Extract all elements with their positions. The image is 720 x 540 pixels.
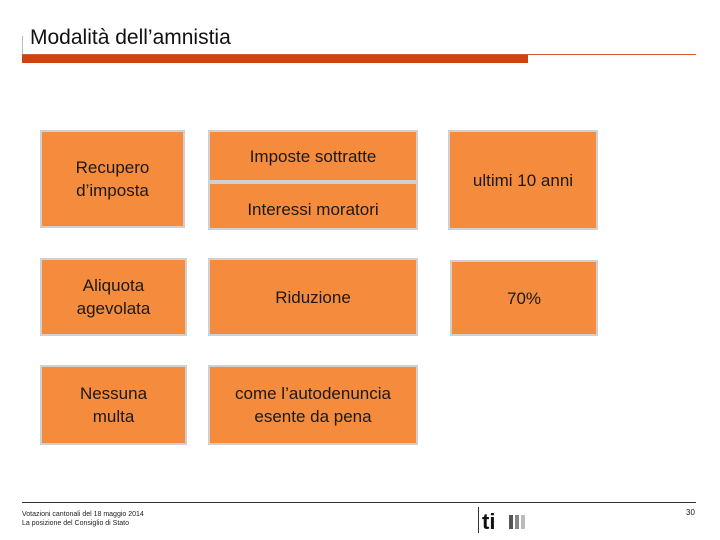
box-percentuale: 70% (450, 260, 598, 336)
box-ultimi-anni: ultimi 10 anni (448, 130, 598, 230)
box-imposte-sottratte-label: Imposte sottratte (249, 146, 377, 166)
box-autodenuncia-label: come l’autodenuncia esente da pena (235, 384, 391, 426)
page-number: 30 (686, 508, 695, 517)
title-tick (22, 36, 23, 60)
ticino-logo-icon: ti (478, 507, 525, 534)
title-rule-thin (22, 54, 696, 55)
footer-line-1: Votazioni cantonali del 18 maggio 2014 (22, 511, 144, 518)
ticino-logo: ti (478, 505, 528, 535)
slide-title: Modalità dell’amnistia (30, 26, 231, 49)
box-interessi-moratori-label: Interessi moratori (247, 199, 379, 219)
footer-rule (22, 502, 696, 503)
footer-line-2: La posizione del Consiglio di Stato (22, 520, 130, 527)
box-nessuna-multa-label: Nessuna multa (79, 384, 148, 426)
box-aliquota-agevolata: Aliquota agevolata (40, 258, 187, 336)
box-imposte-sottratte: Imposte sottratte (208, 130, 418, 182)
title-rule-thick (22, 55, 528, 63)
box-ultimi-anni-label: ultimi 10 anni (472, 170, 574, 190)
box-aliquota-agevolata-label: Aliquota agevolata (76, 276, 151, 318)
box-recupero-imposta-label: Recupero d’imposta (75, 158, 150, 200)
logo-text: ti (482, 509, 495, 534)
box-riduzione-label: Riduzione (275, 287, 351, 307)
box-riduzione: Riduzione (208, 258, 418, 336)
footer-text: Votazioni cantonali del 18 maggio 2014 L… (22, 510, 144, 528)
box-interessi-moratori: Interessi moratori (208, 182, 418, 230)
box-percentuale-label: 70% (506, 288, 542, 308)
box-nessuna-multa: Nessuna multa (40, 365, 187, 445)
box-recupero-imposta: Recupero d’imposta (40, 130, 185, 228)
box-autodenuncia: come l’autodenuncia esente da pena (208, 365, 418, 445)
